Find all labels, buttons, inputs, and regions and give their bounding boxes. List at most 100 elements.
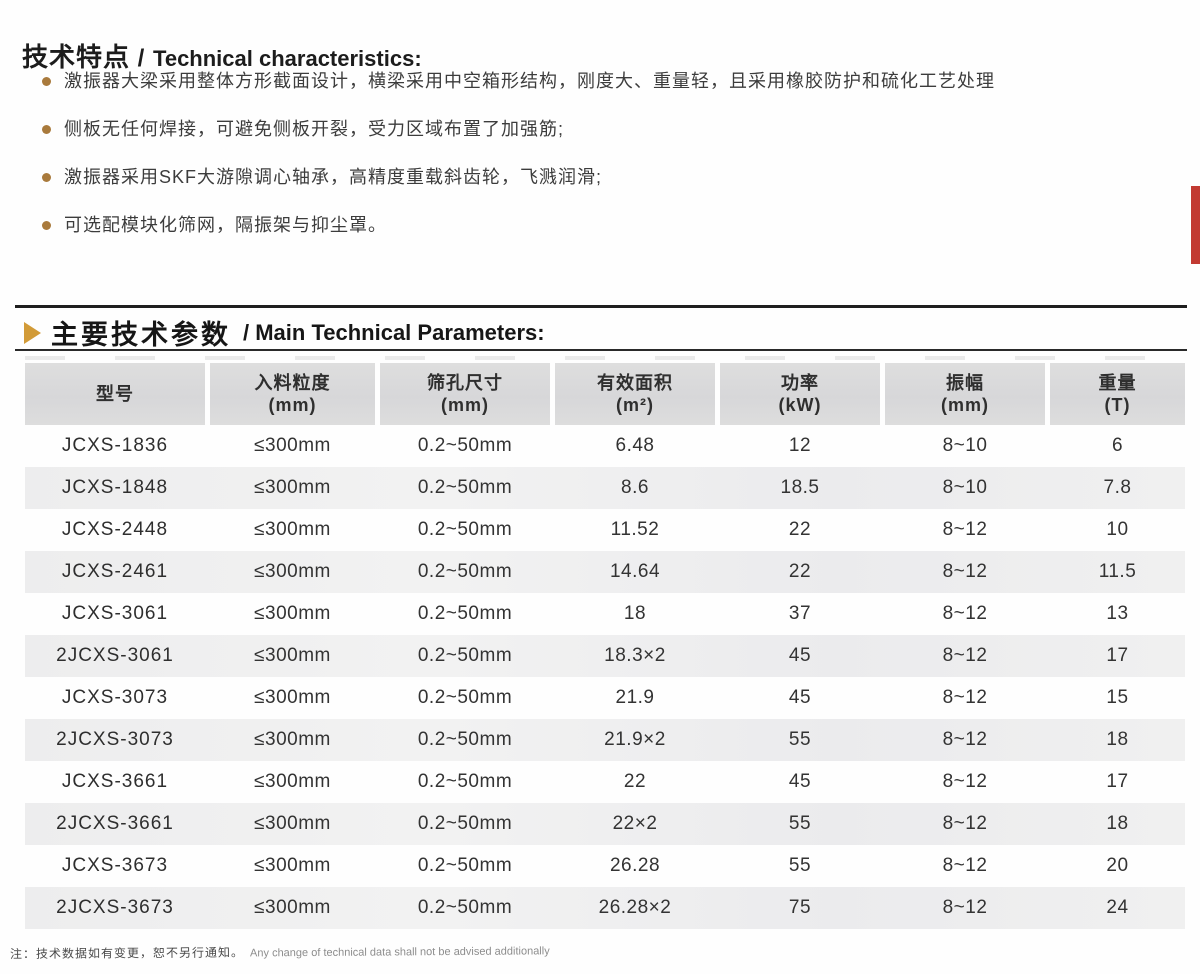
table-row: 2JCXS-3661 ≤300mm 0.2~50mm 22×2 55 8~12 18 [25, 803, 1185, 845]
column-header: 有效面积 (m²) [555, 363, 715, 425]
page-edge-tab [1191, 186, 1200, 264]
table-row: 2JCXS-3673 ≤300mm 0.2~50mm 26.28×2 75 8~12 24 [25, 887, 1185, 929]
column-header-unit: (m²) [616, 395, 654, 415]
value-cell: 8~12 [942, 645, 988, 666]
value-cell: 12 [788, 435, 812, 456]
column-header-name: 型号 [96, 384, 134, 404]
section-title-separator: / [130, 45, 154, 73]
table-row: JCXS-1836 ≤300mm 0.2~50mm 6.48 12 8~10 6 [25, 425, 1185, 467]
value-cell: 22 [788, 561, 812, 582]
value-cell: ≤300mm [254, 561, 331, 582]
value-cell: 45 [788, 645, 812, 666]
table-row: JCXS-2461 ≤300mm 0.2~50mm 14.64 22 8~12 11.5 [25, 551, 1185, 593]
value-cell: 8~12 [942, 771, 988, 792]
section-title-main-parameters: 主要技术参数 / Main Technical Parameters: [24, 313, 545, 352]
value-cell: ≤300mm [254, 645, 331, 666]
bullet-dot-icon [42, 125, 51, 134]
model-cell: JCXS-2448 [61, 519, 169, 540]
section-title-technical-characteristics: 技术特点 / Technical characteristics: [22, 37, 422, 74]
value-cell: 55 [788, 813, 812, 834]
value-cell: 11.52 [610, 519, 660, 540]
characteristic-item: 可选配模块化筛网，隔振架与抑尘罩。 [40, 216, 1140, 235]
characteristic-text: 激振器大梁采用整体方形截面设计，横梁采用中空箱形结构，刚度大、重量轻，且采用橡胶… [64, 71, 995, 91]
value-cell: 18 [1106, 729, 1129, 750]
section-divider-thick [15, 305, 1187, 308]
value-cell: 0.2~50mm [417, 435, 513, 456]
characteristic-item: 侧板无任何焊接，可避免侧板开裂，受力区域布置了加强筋; [40, 120, 1140, 139]
parameters-table: 型号 入料粒度 (mm) 筛孔尺寸 (mm) 有效面积 (m²) 功率 (kW) 振幅 (mm) 重量… [25, 363, 1185, 929]
footnote: 注：技术数据如有变更，恕不另行通知。 Any change of technica… [10, 937, 1180, 962]
column-header: 型号 [25, 363, 205, 425]
table-row: JCXS-1848 ≤300mm 0.2~50mm 8.6 18.5 8~10 7.8 [25, 467, 1185, 509]
value-cell: 8~12 [942, 561, 988, 582]
model-cell: JCXS-1836 [61, 435, 169, 456]
table-row: JCXS-3061 ≤300mm 0.2~50mm 18 37 8~12 13 [25, 593, 1185, 635]
value-cell: 17 [1106, 645, 1129, 666]
value-cell: 17 [1106, 771, 1129, 792]
characteristic-item: 激振器大梁采用整体方形截面设计，横梁采用中空箱形结构，刚度大、重量轻，且采用橡胶… [40, 72, 1140, 91]
table-row: 2JCXS-3061 ≤300mm 0.2~50mm 18.3×2 45 8~12 17 [25, 635, 1185, 677]
value-cell: 0.2~50mm [417, 771, 513, 792]
value-cell: 8~12 [942, 897, 988, 918]
arrow-right-icon [24, 321, 41, 344]
value-cell: 11.5 [1098, 561, 1137, 582]
value-cell: ≤300mm [254, 771, 331, 792]
value-cell: 18.5 [780, 477, 820, 498]
table-row: JCXS-2448 ≤300mm 0.2~50mm 11.52 22 8~12 10 [25, 509, 1185, 551]
value-cell: ≤300mm [254, 477, 331, 498]
column-header-name: 筛孔尺寸 [427, 373, 503, 393]
model-cell: JCXS-3073 [61, 687, 169, 708]
table-row: 2JCXS-3073 ≤300mm 0.2~50mm 21.9×2 55 8~12 18 [25, 719, 1185, 761]
value-cell: 0.2~50mm [417, 603, 513, 624]
value-cell: 7.8 [1103, 477, 1132, 498]
value-cell: 21.9 [615, 687, 655, 708]
value-cell: 18 [623, 603, 647, 624]
value-cell: 0.2~50mm [417, 813, 513, 834]
value-cell: 8~12 [942, 687, 988, 708]
value-cell: 18.3×2 [604, 645, 666, 666]
table-row: JCXS-3673 ≤300mm 0.2~50mm 26.28 55 8~12 20 [25, 845, 1185, 887]
bullet-dot-icon [42, 173, 51, 182]
value-cell: 8~12 [942, 855, 988, 876]
value-cell: 26.28 [609, 855, 661, 876]
footnote-en: Any change of technical data shall not b… [249, 945, 550, 960]
value-cell: 6 [1111, 435, 1124, 456]
characteristic-text: 激振器采用SKF大游隙调心轴承，高精度重载斜齿轮，飞溅润滑; [64, 167, 603, 187]
table-row: JCXS-3073 ≤300mm 0.2~50mm 21.9 45 8~12 15 [25, 677, 1185, 719]
column-header: 振幅 (mm) [885, 363, 1045, 425]
model-cell: JCXS-3661 [61, 771, 169, 792]
value-cell: 8.6 [621, 477, 649, 498]
value-cell: 45 [788, 687, 812, 708]
table-body: JCXS-1836 ≤300mm 0.2~50mm 6.48 12 8~10 6 JCXS-1… [25, 425, 1185, 929]
value-cell: 18 [1106, 813, 1129, 834]
value-cell: 45 [788, 771, 812, 792]
model-cell: JCXS-1848 [61, 477, 169, 498]
table-header-row: 型号 入料粒度 (mm) 筛孔尺寸 (mm) 有效面积 (m²) 功率 (kW) 振幅 (mm) 重量… [25, 363, 1185, 425]
value-cell: 0.2~50mm [417, 477, 513, 498]
value-cell: 15 [1106, 687, 1129, 708]
characteristic-item: 激振器采用SKF大游隙调心轴承，高精度重载斜齿轮，飞溅润滑; [40, 168, 1140, 187]
section-title-zh: 技术特点 [22, 42, 131, 73]
value-cell: 14.64 [609, 561, 661, 582]
column-header: 重量 (T) [1050, 363, 1185, 425]
column-header-unit: (mm) [441, 395, 489, 415]
value-cell: 22 [623, 771, 647, 792]
value-cell: ≤300mm [254, 435, 331, 456]
model-cell: JCXS-2461 [61, 561, 169, 582]
section-divider-thin [15, 349, 1187, 351]
parameters-title-zh: 主要技术参数 [51, 320, 231, 350]
characteristic-text: 侧板无任何焊接，可避免侧板开裂，受力区域布置了加强筋; [64, 119, 564, 139]
value-cell: ≤300mm [254, 519, 331, 540]
value-cell: 13 [1106, 603, 1129, 624]
value-cell: 55 [788, 855, 812, 876]
value-cell: 55 [788, 729, 812, 750]
value-cell: 37 [788, 603, 812, 624]
column-header-name: 重量 [1098, 373, 1137, 393]
model-cell: 2JCXS-3073 [56, 729, 174, 750]
parameters-title-en: / Main Technical Parameters: [243, 319, 545, 345]
column-header: 功率 (kW) [720, 363, 880, 425]
column-header: 筛孔尺寸 (mm) [380, 363, 550, 425]
value-cell: 0.2~50mm [417, 519, 513, 540]
characteristic-text: 可选配模块化筛网，隔振架与抑尘罩。 [64, 215, 387, 235]
